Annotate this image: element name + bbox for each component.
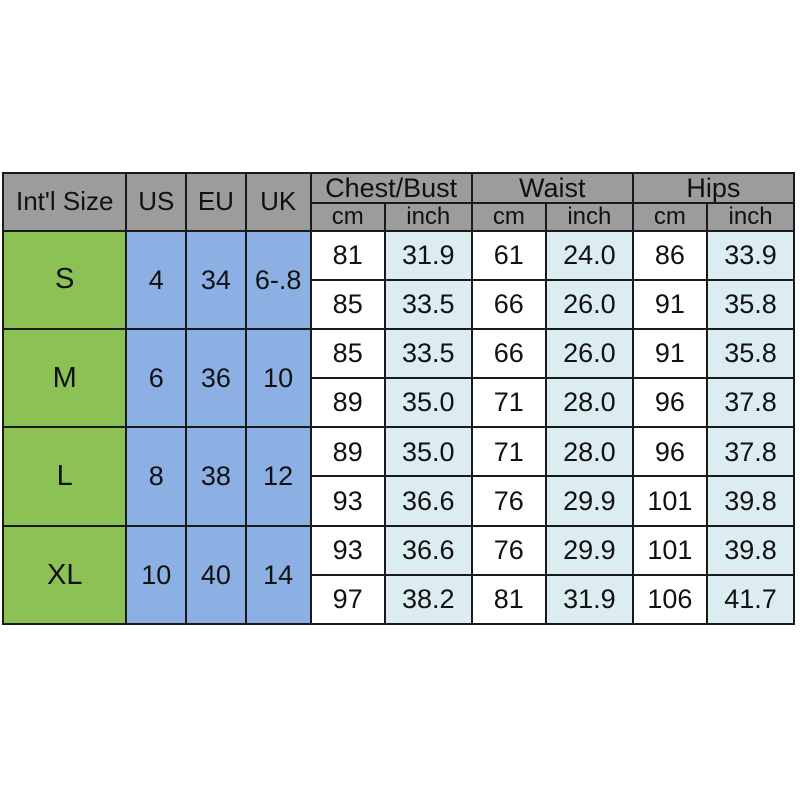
cell-hips-inch: 37.8: [706, 377, 795, 429]
cell-uk: 6-.8: [244, 229, 312, 330]
cell-waist-cm: 66: [470, 327, 547, 380]
header-row-units: cm inch cm inch cm inch: [3, 202, 795, 232]
cell-waist-inch: 24.0: [544, 229, 634, 281]
cell-chest-cm: 85: [309, 327, 386, 380]
header-unit-chest-cm: cm: [309, 202, 386, 232]
table-header: Int'l Size US EU UK Chest/Bust Waist Hip…: [1, 171, 796, 232]
header-group-hips: Hips: [631, 171, 796, 205]
table-row: 85 33.5 66 26.0 91 35.8: [3, 278, 795, 330]
header-unit-waist-inch: inch: [544, 202, 634, 232]
cell-uk: 12: [244, 426, 312, 527]
cell-chest-inch: 38.2: [383, 573, 473, 626]
cell-uk: 14: [244, 524, 312, 626]
header-row-groups: Int'l Size US EU UK Chest/Bust Waist Hip…: [1, 171, 796, 232]
header-us: US: [125, 172, 188, 232]
header-group-chest-bust: Chest/Bust: [309, 171, 473, 205]
size-chart-table: Int'l Size US EU UK Chest/Bust Waist Hip…: [1, 171, 796, 626]
cell-intl-size: XL: [1, 524, 128, 626]
cell-waist-inch: 26.0: [544, 327, 634, 380]
cell-waist-cm: 61: [470, 229, 547, 281]
cell-chest-cm: 85: [309, 278, 386, 330]
cell-hips-cm: 91: [631, 327, 709, 380]
cell-chest-cm: 97: [309, 573, 386, 626]
cell-us: 4: [125, 229, 188, 330]
cell-hips-cm: 96: [631, 426, 709, 478]
cell-hips-inch: 37.8: [706, 426, 795, 478]
cell-hips-cm: 96: [631, 377, 709, 429]
table-row: S 4 34 6-.8 81 31.9 61 24.0 86 33.9: [1, 229, 795, 330]
cell-intl-size: M: [1, 327, 128, 429]
cell-waist-cm: 76: [470, 524, 547, 576]
table-row: M 6 36 10 85 33.5 66 26.0 91 35.8: [1, 327, 795, 429]
header-unit-chest-inch: inch: [383, 202, 473, 232]
header-eu: EU: [185, 172, 247, 232]
cell-chest-inch: 31.9: [383, 229, 473, 281]
cell-us: 8: [125, 426, 188, 527]
header-group-waist: Waist: [470, 171, 634, 205]
table-row: 93 36.6 76 29.9 101 39.8: [3, 475, 795, 527]
cell-hips-inch: 35.8: [706, 327, 795, 380]
cell-eu: 34: [185, 229, 247, 330]
cell-waist-inch: 26.0: [544, 278, 634, 330]
cell-waist-cm: 71: [470, 426, 547, 478]
table-row: XL 10 40 14 93 36.6 76 29.9 101 39.8: [1, 524, 795, 626]
cell-waist-inch: 31.9: [544, 573, 634, 626]
cell-waist-inch: 29.9: [544, 475, 634, 527]
cell-hips-inch: 35.8: [706, 278, 795, 330]
cell-hips-inch: 41.7: [706, 573, 795, 626]
table-body: S 4 34 6-.8 81 31.9 61 24.0 86 33.9 85 3…: [1, 229, 795, 626]
table-row: L 8 38 12 89 35.0 71 28.0 96 37.8: [1, 426, 795, 527]
cell-chest-inch: 35.0: [383, 426, 473, 478]
cell-waist-cm: 76: [470, 475, 547, 527]
header-unit-waist-cm: cm: [470, 202, 547, 232]
cell-chest-inch: 33.5: [383, 278, 473, 330]
header-intl-size: Int'l Size: [1, 172, 128, 232]
cell-waist-inch: 29.9: [544, 524, 634, 576]
cell-chest-inch: 33.5: [383, 327, 473, 380]
cell-hips-cm: 101: [631, 475, 709, 527]
cell-eu: 38: [185, 426, 247, 527]
cell-hips-inch: 39.8: [706, 475, 795, 527]
header-uk: UK: [244, 172, 312, 232]
cell-us: 10: [125, 524, 188, 626]
cell-waist-inch: 28.0: [544, 377, 634, 429]
header-unit-hips-cm: cm: [631, 202, 709, 232]
cell-chest-inch: 36.6: [383, 524, 473, 576]
cell-intl-size: L: [1, 426, 128, 527]
cell-chest-cm: 89: [309, 377, 386, 429]
table-row: 89 35.0 71 28.0 96 37.8: [3, 377, 795, 429]
cell-hips-inch: 39.8: [706, 524, 795, 576]
cell-waist-cm: 66: [470, 278, 547, 330]
cell-chest-inch: 36.6: [383, 475, 473, 527]
cell-waist-inch: 28.0: [544, 426, 634, 478]
cell-us: 6: [125, 327, 188, 429]
cell-chest-inch: 35.0: [383, 377, 473, 429]
cell-intl-size: S: [1, 229, 128, 330]
table-row: 97 38.2 81 31.9 106 41.7: [3, 573, 795, 626]
cell-hips-cm: 86: [631, 229, 709, 281]
cell-chest-cm: 89: [309, 426, 386, 478]
cell-chest-cm: 93: [309, 475, 386, 527]
cell-uk: 10: [244, 327, 312, 429]
cell-hips-cm: 101: [631, 524, 709, 576]
cell-chest-cm: 81: [309, 229, 386, 281]
cell-hips-cm: 106: [631, 573, 709, 626]
cell-waist-cm: 81: [470, 573, 547, 626]
cell-hips-inch: 33.9: [706, 229, 795, 281]
size-chart-container: Int'l Size US EU UK Chest/Bust Waist Hip…: [1, 171, 796, 626]
cell-eu: 40: [185, 524, 247, 626]
cell-waist-cm: 71: [470, 377, 547, 429]
header-unit-hips-inch: inch: [706, 202, 795, 232]
cell-chest-cm: 93: [309, 524, 386, 576]
cell-hips-cm: 91: [631, 278, 709, 330]
cell-eu: 36: [185, 327, 247, 429]
